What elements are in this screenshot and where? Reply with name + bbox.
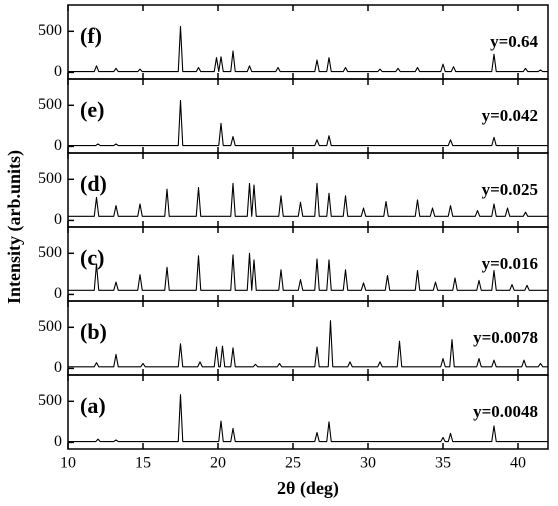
- xrd-line: [68, 25, 548, 73]
- annotation: y=0.042: [482, 106, 538, 125]
- y-tick-label: 500: [38, 318, 62, 335]
- x-tick-label: 20: [210, 455, 226, 472]
- y-tick-label: 0: [54, 137, 62, 154]
- panel-frame: [67, 78, 549, 154]
- y-tick-label: 0: [54, 285, 62, 302]
- x-tick-label: 10: [60, 455, 76, 472]
- xrd-line: [68, 320, 548, 368]
- annotation: y=0.025: [482, 180, 538, 199]
- panel-frame: [67, 4, 549, 80]
- panel-label: (f): [80, 23, 102, 48]
- panel-label: (b): [80, 319, 107, 344]
- y-tick-label: 0: [54, 359, 62, 376]
- y-tick-label: 500: [38, 170, 62, 187]
- panel-label: (c): [80, 245, 104, 270]
- y-tick-label: 500: [38, 96, 62, 113]
- x-tick-label: 25: [285, 455, 301, 472]
- xrd-line: [68, 252, 548, 291]
- y-tick-label: 500: [38, 22, 62, 39]
- y-tick-label: 0: [54, 63, 62, 80]
- x-axis-label: 2θ (deg): [277, 478, 339, 499]
- annotation: y=0.64: [490, 32, 538, 51]
- y-tick-label: 500: [38, 392, 62, 409]
- y-tick-label: 500: [38, 244, 62, 261]
- xrd-line: [68, 99, 548, 147]
- annotation: y=0.0048: [473, 402, 538, 421]
- x-tick-label: 15: [135, 455, 151, 472]
- x-tick-label: 40: [510, 455, 526, 472]
- x-tick-label: 35: [435, 455, 451, 472]
- panel-frame: [67, 374, 549, 450]
- xrd-line: [68, 394, 548, 443]
- annotation: y=0.0078: [473, 328, 538, 347]
- x-tick-label: 30: [360, 455, 376, 472]
- annotation: y=0.016: [482, 254, 538, 273]
- xrd-line: [68, 182, 548, 217]
- y-tick-label: 0: [54, 433, 62, 450]
- y-tick-label: 0: [54, 211, 62, 228]
- panel-label: (a): [80, 393, 106, 418]
- panel-label: (d): [80, 171, 107, 196]
- y-axis-label: Intensity (arb.units): [4, 150, 25, 304]
- panel-label: (e): [80, 97, 104, 122]
